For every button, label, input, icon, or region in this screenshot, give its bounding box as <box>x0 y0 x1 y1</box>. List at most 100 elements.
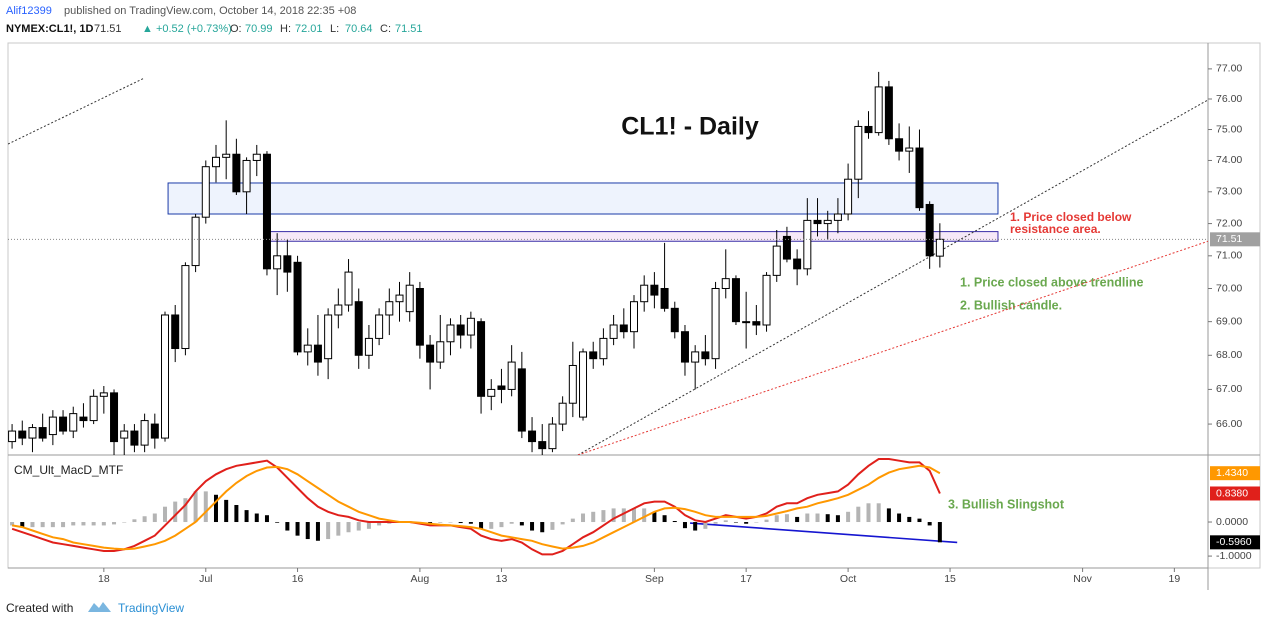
histogram-bar <box>815 513 820 523</box>
author[interactable]: Alif12399 <box>6 5 52 17</box>
candle-body <box>446 324 455 343</box>
histogram-bar <box>519 522 524 526</box>
histogram-bar <box>193 491 198 523</box>
y-tick-label: 74.00 <box>1216 154 1242 166</box>
candle-body <box>324 314 333 360</box>
histogram-bar <box>754 522 759 523</box>
candle-body <box>935 238 944 257</box>
histogram-bar <box>234 504 239 523</box>
x-tick-label: 16 <box>292 573 304 585</box>
histogram-bar <box>40 522 45 528</box>
candle-body <box>222 153 231 158</box>
histogram-bar <box>917 518 922 523</box>
price-tag <box>1210 535 1260 550</box>
candle-body <box>140 420 149 446</box>
candle-body <box>201 166 210 218</box>
histogram-bar <box>784 514 789 523</box>
histogram-bar <box>91 522 96 526</box>
histogram-bar <box>346 522 351 533</box>
histogram-bar <box>489 522 494 529</box>
histogram-bar <box>601 510 606 523</box>
histogram-bar <box>438 522 443 523</box>
ohlc-label: C: <box>380 23 391 35</box>
publish-info: published on TradingView.com, October 14… <box>64 5 356 17</box>
candle-body <box>161 314 170 439</box>
candle-body <box>110 392 119 443</box>
histogram-bar <box>244 510 249 523</box>
chart-title: CL1! - Daily <box>621 113 759 141</box>
candle-body <box>18 430 27 439</box>
candle-body <box>619 324 628 333</box>
candle-body <box>344 271 353 306</box>
x-tick-label: 19 <box>1169 573 1181 585</box>
candle-body <box>752 321 761 326</box>
candle-body <box>782 235 791 260</box>
histogram-bar <box>581 513 586 523</box>
candle-body <box>283 255 292 273</box>
y-tick-label: 0.0000 <box>1216 516 1248 528</box>
ohlc-label: O: <box>230 23 242 35</box>
macd-line <box>11 464 941 551</box>
histogram-bar <box>163 506 168 523</box>
x-tick-label: Aug <box>411 573 430 585</box>
histogram-bar <box>795 516 800 523</box>
histogram-bar <box>448 522 453 523</box>
candle-body <box>8 430 17 443</box>
histogram-bar <box>183 498 188 523</box>
candle-body <box>120 430 129 439</box>
annotation: 1. Price closed above trendline <box>960 275 1143 289</box>
histogram-bar <box>897 513 902 523</box>
candle-body <box>680 331 689 363</box>
candle-body <box>59 416 68 432</box>
candle-body <box>609 324 618 339</box>
logo <box>88 602 111 612</box>
histogram-bar <box>570 518 575 523</box>
pane <box>8 71 1208 455</box>
histogram-bar <box>305 522 310 540</box>
candle-body <box>79 416 88 422</box>
histogram-bar <box>866 503 871 523</box>
candle-body <box>721 278 730 289</box>
candle-body <box>528 430 537 443</box>
candle-body <box>364 337 373 356</box>
histogram-bar <box>631 508 636 523</box>
histogram-bar <box>458 522 463 524</box>
histogram-bar <box>703 522 708 529</box>
candle-body <box>273 255 282 270</box>
histogram-bar <box>530 522 535 531</box>
trend-line <box>577 240 1208 455</box>
candle-body <box>405 284 414 313</box>
y-tick-label: 66.00 <box>1216 418 1242 430</box>
histogram-bar <box>122 522 127 523</box>
candle-body <box>242 159 251 193</box>
candle-body <box>538 441 547 450</box>
footer-brand[interactable]: TradingView <box>118 601 184 615</box>
histogram-bar <box>468 522 473 524</box>
candle-body <box>426 344 435 363</box>
histogram-bar <box>71 522 76 526</box>
x-tick-label: 17 <box>740 573 752 585</box>
histogram-bar <box>315 522 320 541</box>
candle-body <box>415 287 424 346</box>
candle-body <box>762 274 771 326</box>
candle-body <box>691 351 700 363</box>
candle-body <box>303 344 312 353</box>
annotation: 3. Bullish Slingshot <box>948 497 1065 511</box>
histogram-bar <box>50 522 55 528</box>
candle-body <box>905 147 914 152</box>
candle-body <box>589 351 598 360</box>
histogram-bar <box>876 503 881 523</box>
candle-body <box>731 278 740 323</box>
candle-body <box>497 385 506 390</box>
histogram-bar <box>744 522 749 524</box>
x-tick-label: Jul <box>199 573 212 585</box>
ohlc-value: 71.51 <box>395 23 423 35</box>
candle-body <box>89 395 98 422</box>
candle-body <box>354 301 363 356</box>
histogram-bar <box>152 513 157 523</box>
candle-body <box>507 361 516 390</box>
candle-body <box>793 258 802 270</box>
ohlc-value: 70.64 <box>345 23 373 35</box>
candle-body <box>334 304 343 316</box>
